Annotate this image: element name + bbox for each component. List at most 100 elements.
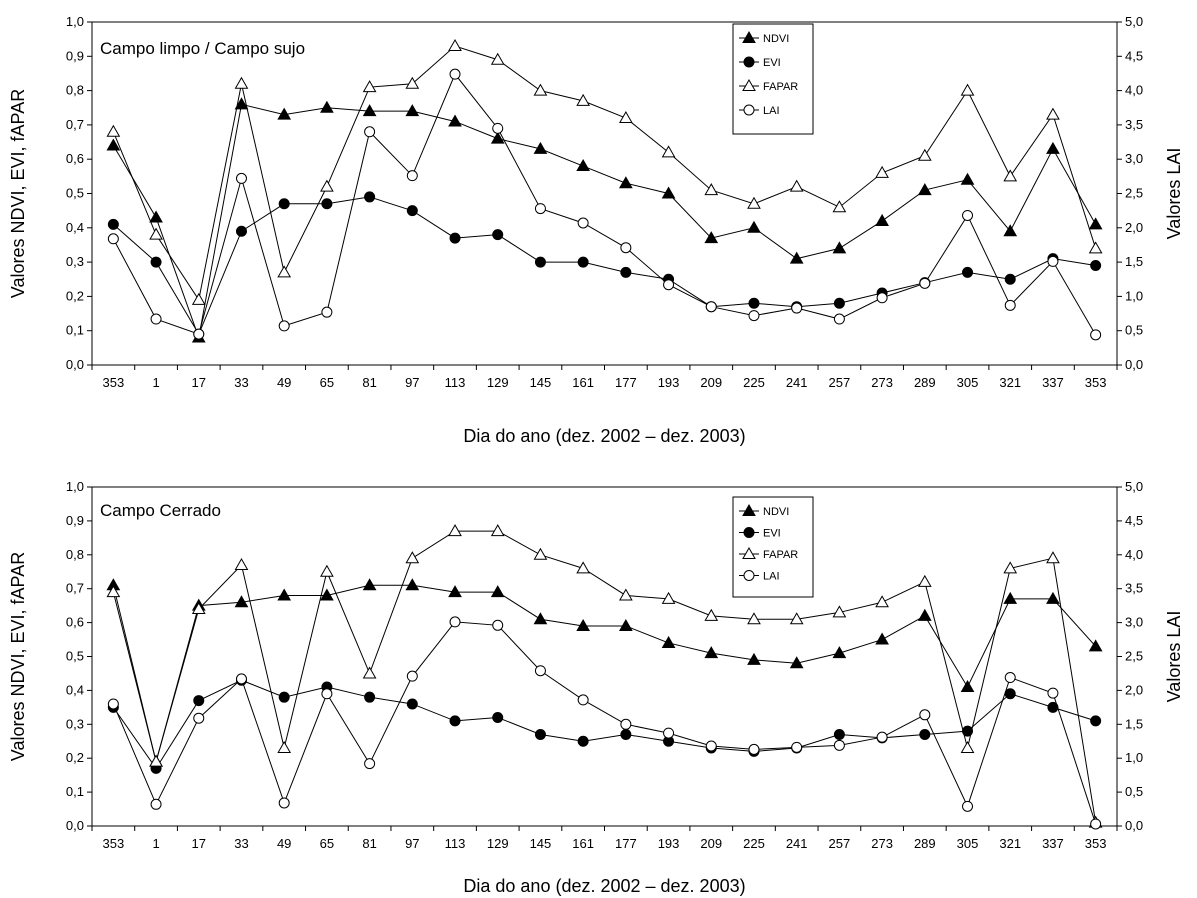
plot-frame [91,486,1118,827]
data-point-ndvi [277,107,292,120]
data-point-lai [150,798,162,810]
x-tick-label: 65 [320,836,334,851]
data-point-fapar [149,227,163,240]
y-tick-label-left: 0,7 [66,117,84,132]
data-point-ndvi [661,186,676,199]
data-point-fapar [789,179,804,192]
data-point-ndvi [1088,217,1103,230]
x-tick-label: 1 [152,836,159,851]
data-point-evi [406,205,418,217]
data-point-lai [1090,818,1102,830]
y-tick-label-right: 2,0 [1125,220,1143,235]
y-tick-label-right: 3,5 [1125,117,1143,132]
data-point-ndvi [448,114,462,127]
x-tick-label: 209 [700,836,722,851]
chart-title: Campo limpo / Campo sujo [100,39,305,58]
x-tick-label: 321 [999,375,1021,390]
data-point-lai [876,292,888,304]
data-point-ndvi [875,632,889,645]
x-tick-label: 353 [103,836,125,851]
data-point-fapar [234,76,249,89]
legend-marker-evi [743,56,755,68]
data-point-ndvi [832,646,847,659]
y-tick-label-left: 0,0 [66,818,84,833]
data-point-fapar [875,165,889,178]
y-tick-label-left: 1,0 [66,479,84,494]
y-axis-title-left: Valores NDVI, EVI, fAPAR [8,552,28,761]
data-point-fapar [448,524,462,537]
data-point-lai [449,616,461,628]
data-point-evi [150,256,162,268]
data-point-ndvi [789,656,804,669]
data-point-fapar [405,76,420,89]
data-point-evi [833,297,845,309]
data-point-fapar [1003,561,1018,574]
x-tick-label: 225 [743,375,765,390]
data-point-evi [962,725,974,737]
data-point-ndvi [917,608,932,621]
y-tick-label-left: 0,0 [66,357,84,372]
y-tick-label-left: 0,1 [66,323,84,338]
data-point-fapar [277,741,292,754]
data-point-fapar [1088,241,1103,254]
data-point-ndvi [1003,224,1018,237]
data-point-lai [406,670,418,682]
data-point-evi [492,229,504,241]
data-point-ndvi [533,141,548,154]
data-point-fapar [448,39,462,52]
data-point-fapar [191,292,206,305]
y-tick-label-left: 1,0 [66,14,84,29]
data-point-lai [833,313,845,325]
data-point-fapar [533,83,548,96]
y-tick-label-right: 3,5 [1125,581,1143,596]
data-point-evi [620,266,632,278]
x-tick-label: 97 [405,836,419,851]
data-point-evi [449,715,461,727]
y-tick-label-left: 0,5 [66,649,84,664]
data-point-fapar [789,612,804,625]
x-tick-label: 97 [405,375,419,390]
x-tick-label: 49 [277,375,291,390]
x-tick-label: 257 [829,375,851,390]
y-tick-label-left: 0,9 [66,48,84,63]
data-point-ndvi [661,635,676,648]
data-point-fapar [960,741,975,754]
data-point-fapar [405,551,420,564]
legend-label-lai: LAI [763,105,780,117]
y-axis-title-right: Valores LAI [1164,611,1184,703]
data-point-evi [577,735,589,747]
x-tick-label: 273 [871,836,893,851]
series-ndvi [106,578,1103,767]
data-point-lai [919,277,931,289]
data-point-ndvi [405,104,420,117]
data-point-ndvi [106,138,121,151]
data-point-ndvi [747,220,761,233]
y-tick-label-left: 0,3 [66,254,84,269]
data-point-fapar [704,183,719,196]
y-tick-label-right: 3,0 [1125,151,1143,166]
series-line-ndvi [112,584,1097,762]
x-axis-title: Dia do ano (dez. 2002 – dez. 2003) [463,426,745,446]
y-tick-label-right: 4,5 [1125,48,1143,63]
data-point-lai [278,797,290,809]
chart-title: Campo Cerrado [100,501,221,520]
data-point-ndvi [320,588,334,601]
x-tick-label: 145 [530,836,552,851]
data-point-fapar [618,111,633,124]
legend-label-ndvi: NDVI [763,33,789,45]
data-point-evi [919,728,931,740]
data-point-lai [620,242,632,254]
data-point-lai [193,712,205,724]
x-tick-label: 17 [192,836,206,851]
data-point-evi [278,198,290,210]
data-point-fapar [362,80,377,93]
data-point-lai [791,741,803,753]
data-point-lai [150,313,162,325]
x-tick-label: 257 [829,836,851,851]
data-point-fapar [191,602,206,615]
data-point-lai [577,694,589,706]
data-point-lai [406,170,418,182]
y-tick-label-left: 0,2 [66,288,84,303]
x-tick-label: 129 [487,375,509,390]
y-tick-label-right: 4,0 [1125,83,1143,98]
